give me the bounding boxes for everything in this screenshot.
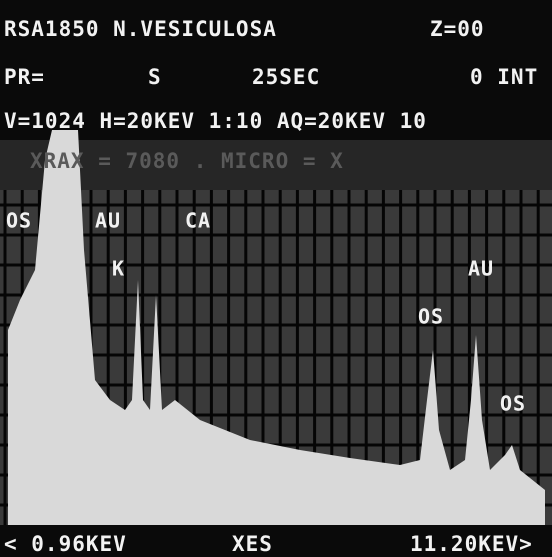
screen: RSA1850 N.VESICULOSA Z=00 PR= S 25SEC 0 … xyxy=(0,0,552,557)
z-label: Z=00 xyxy=(430,17,485,41)
peak-label: CA xyxy=(185,209,211,233)
faint-label: XRAX = 7080 . MICRO = X xyxy=(30,149,344,173)
pr-label: PR= xyxy=(4,65,45,89)
peak-label: K xyxy=(112,257,125,281)
peak-label: OS xyxy=(500,392,526,416)
peak-label: AU xyxy=(95,209,121,233)
settings-label: V=1024 H=20KEV 1:10 AQ=20KEV 10 xyxy=(4,109,427,133)
mode-label: S xyxy=(148,65,162,89)
peak-label: AU xyxy=(468,257,494,281)
sample-label: RSA1850 N.VESICULOSA xyxy=(4,17,277,41)
footer-left: < 0.96KEV xyxy=(4,532,127,556)
peak-label: OS xyxy=(418,305,444,329)
peak-label: OS xyxy=(6,209,32,233)
footer-right: 11.20KEV> xyxy=(410,532,533,556)
footer-center: XES xyxy=(232,532,273,556)
time-label: 25SEC xyxy=(252,65,320,89)
integration-label: 0 INT xyxy=(470,65,538,89)
page: RSA1850 N.VESICULOSA Z=00 PR= S 25SEC 0 … xyxy=(0,0,552,557)
